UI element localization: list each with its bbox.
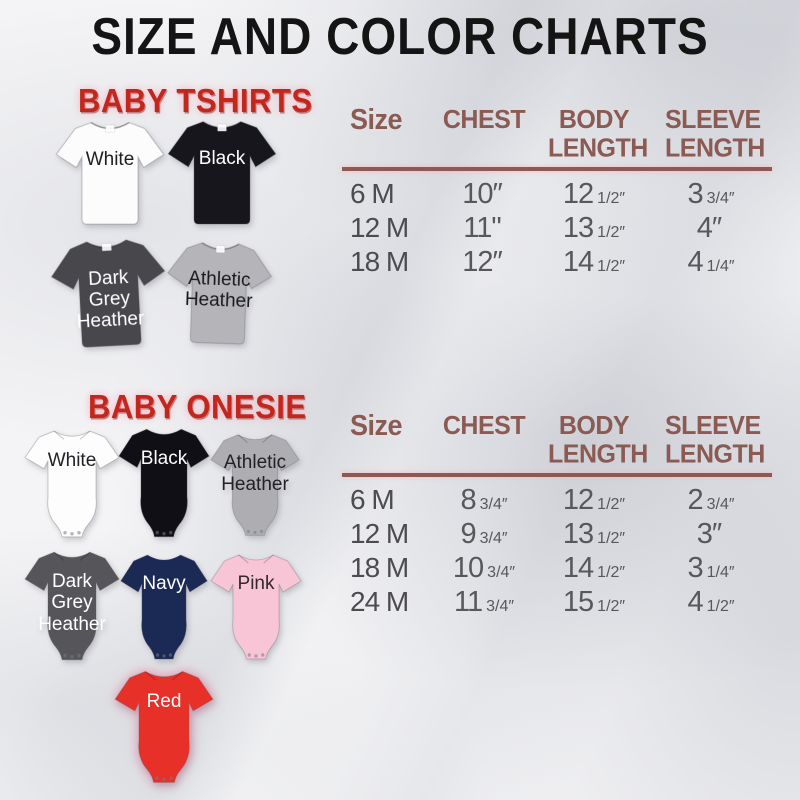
column-header-body-length: BODY LENGTH bbox=[548, 104, 648, 163]
header-divider bbox=[342, 473, 772, 477]
onesie-pink: Pink bbox=[208, 548, 304, 668]
sleeve-length-cell: 3″ bbox=[696, 518, 722, 550]
column-header-sleeve-length: SLEEVE LENGTH bbox=[665, 104, 765, 163]
chest-cell: 8 3/4″ bbox=[460, 484, 508, 516]
page-title: SIZE AND COLOR CHARTS bbox=[91, 7, 709, 66]
onesie-icon bbox=[120, 554, 208, 660]
table-row: 18 M 10 3/4″ 14 1/2″ 3 1/4″ bbox=[342, 552, 772, 586]
onesie-section-heading: BABY ONESIE bbox=[88, 388, 307, 426]
tshirt-icon bbox=[55, 121, 165, 225]
body-length-cell: 15 1/2″ bbox=[562, 586, 626, 618]
size-cell: 24 M bbox=[350, 586, 409, 617]
size-cell: 18 M bbox=[350, 246, 409, 277]
column-header-size: Size bbox=[350, 409, 403, 442]
onesie-dark-grey-heather: Dark Grey Heather bbox=[22, 545, 122, 669]
tshirt-dark-grey-heather: Dark Grey Heather bbox=[47, 227, 171, 355]
chest-cell: 10 3/4″ bbox=[452, 552, 516, 584]
tshirt-icon bbox=[167, 120, 277, 225]
column-header-chest: CHEST bbox=[442, 104, 526, 135]
body-length-cell: 13 1/2″ bbox=[562, 518, 626, 550]
chest-cell: 11" bbox=[463, 212, 501, 244]
onesie-icon bbox=[24, 430, 120, 538]
onesie-icon bbox=[24, 551, 120, 661]
sleeve-length-cell: 3 3/4″ bbox=[687, 178, 735, 210]
onesie-red: Red bbox=[112, 664, 216, 792]
onesie-athletic-heather: Athletic Heather bbox=[208, 428, 302, 544]
tshirt-athletic-heather: Athletic Heather bbox=[163, 231, 275, 351]
chest-cell: 12″ bbox=[462, 246, 503, 278]
size-cell: 12 M bbox=[350, 518, 409, 549]
onesie-icon bbox=[118, 428, 210, 538]
table-header-row: Size CHEST BODY LENGTH SLEEVE LENGTH bbox=[342, 103, 772, 163]
column-header-size: Size bbox=[350, 103, 403, 136]
sleeve-length-cell: 3 1/4″ bbox=[687, 552, 735, 584]
body-length-cell: 14 1/2″ bbox=[562, 246, 626, 278]
onesie-white: White bbox=[22, 424, 122, 546]
onesie-black: Black bbox=[116, 422, 212, 546]
tshirt-black: Black bbox=[166, 111, 278, 230]
chest-cell: 9 3/4″ bbox=[460, 518, 508, 550]
tshirt-white: White bbox=[54, 112, 166, 230]
body-length-cell: 12 1/2″ bbox=[562, 484, 626, 516]
onesies-size-table: Size CHEST BODY LENGTH SLEEVE LENGTH 6 M… bbox=[342, 409, 772, 620]
body-length-cell: 14 1/2″ bbox=[562, 552, 626, 584]
sleeve-length-cell: 4 1/2″ bbox=[687, 586, 735, 618]
onesie-icon bbox=[114, 670, 214, 783]
size-cell: 12 M bbox=[350, 212, 409, 243]
onesie-icon bbox=[210, 554, 302, 660]
sleeve-length-cell: 4 1/4″ bbox=[687, 246, 735, 278]
tshirt-icon bbox=[50, 239, 166, 348]
size-cell: 6 M bbox=[350, 484, 395, 515]
table-header-row: Size CHEST BODY LENGTH SLEEVE LENGTH bbox=[342, 409, 772, 469]
table-row: 6 M 8 3/4″ 12 1/2″ 2 3/4″ bbox=[342, 484, 772, 518]
column-header-body-length: BODY LENGTH bbox=[548, 410, 648, 469]
sleeve-length-cell: 4″ bbox=[696, 212, 722, 244]
header-divider bbox=[342, 167, 772, 171]
table-row: 18 M 12″ 14 1/2″ 4 1/4″ bbox=[342, 246, 772, 280]
table-row: 12 M 11" 13 1/2″ 4″ bbox=[342, 212, 772, 246]
onesie-icon bbox=[210, 434, 300, 536]
size-cell: 6 M bbox=[350, 178, 395, 209]
tshirt-icon bbox=[166, 242, 273, 345]
size-cell: 18 M bbox=[350, 552, 409, 583]
column-header-sleeve-length: SLEEVE LENGTH bbox=[665, 410, 765, 469]
sleeve-length-cell: 2 3/4″ bbox=[687, 484, 735, 516]
column-header-chest: CHEST bbox=[442, 410, 526, 441]
chest-cell: 11 3/4″ bbox=[453, 586, 514, 618]
table-row: 6 M 10″ 12 1/2″ 3 3/4″ bbox=[342, 178, 772, 212]
table-row: 24 M 11 3/4″ 15 1/2″ 4 1/2″ bbox=[342, 586, 772, 620]
tshirts-section-heading: BABY TSHIRTS bbox=[78, 82, 313, 120]
table-body: 6 M 10″ 12 1/2″ 3 3/4″ 12 M 11" 13 1/2″ 4″ … bbox=[342, 178, 772, 280]
tshirts-size-table: Size CHEST BODY LENGTH SLEEVE LENGTH 6 M… bbox=[342, 103, 772, 280]
chest-cell: 10″ bbox=[462, 178, 503, 210]
table-row: 12 M 9 3/4″ 13 1/2″ 3″ bbox=[342, 518, 772, 552]
body-length-cell: 13 1/2″ bbox=[562, 212, 626, 244]
onesie-navy: Navy bbox=[118, 548, 210, 668]
body-length-cell: 12 1/2″ bbox=[562, 178, 626, 210]
table-body: 6 M 8 3/4″ 12 1/2″ 2 3/4″ 12 M 9 3/4″ 13 1/2″… bbox=[342, 484, 772, 620]
